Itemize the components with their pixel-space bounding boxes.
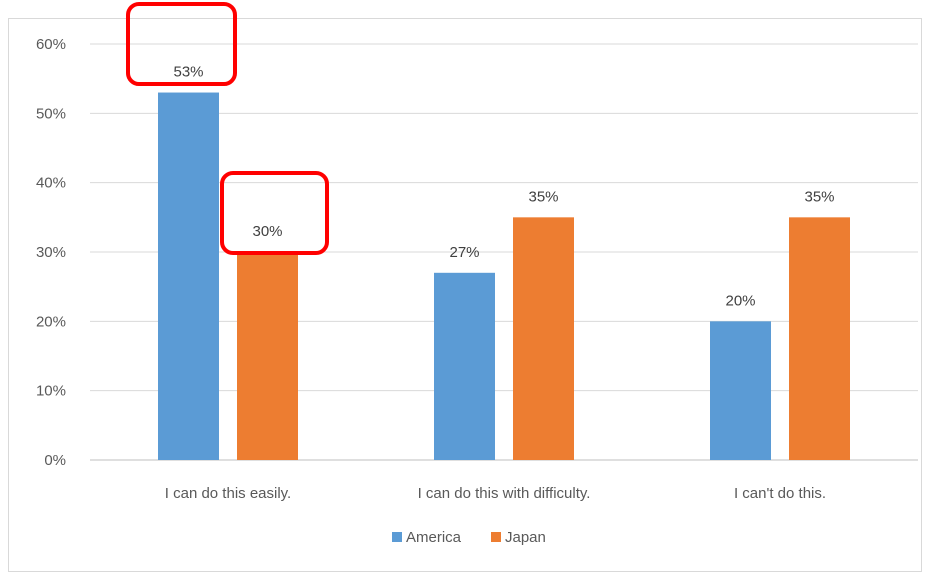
x-tick-label: I can't do this.	[734, 485, 826, 502]
y-tick-label: 40%	[36, 175, 66, 192]
data-label: 27%	[449, 244, 479, 261]
y-tick-label: 30%	[36, 244, 66, 261]
bar-japan	[789, 217, 850, 460]
y-tick-label: 0%	[44, 452, 66, 469]
data-label: 35%	[804, 188, 834, 205]
bar-america	[434, 272, 495, 460]
data-label: 53%	[173, 64, 203, 81]
x-tick-label: I can do this with difficulty.	[418, 485, 591, 502]
y-tick-label: 10%	[36, 383, 66, 400]
legend-swatch-japan	[491, 532, 501, 542]
x-tick-label: I can do this easily.	[165, 485, 291, 502]
data-label: 20%	[725, 292, 755, 309]
y-tick-label: 60%	[36, 36, 66, 53]
bar-japan	[237, 252, 298, 460]
data-label: 30%	[252, 223, 282, 240]
legend-label-america: America	[406, 529, 462, 546]
y-tick-label: 50%	[36, 105, 66, 122]
data-label: 35%	[528, 188, 558, 205]
bar-japan	[513, 217, 574, 460]
highlight-box	[126, 2, 237, 86]
bar-america	[710, 321, 771, 460]
y-tick-label: 20%	[36, 313, 66, 330]
bar-america	[158, 92, 219, 461]
legend-label-japan: Japan	[505, 529, 546, 546]
legend-swatch-america	[392, 532, 402, 542]
highlight-box	[220, 171, 329, 255]
